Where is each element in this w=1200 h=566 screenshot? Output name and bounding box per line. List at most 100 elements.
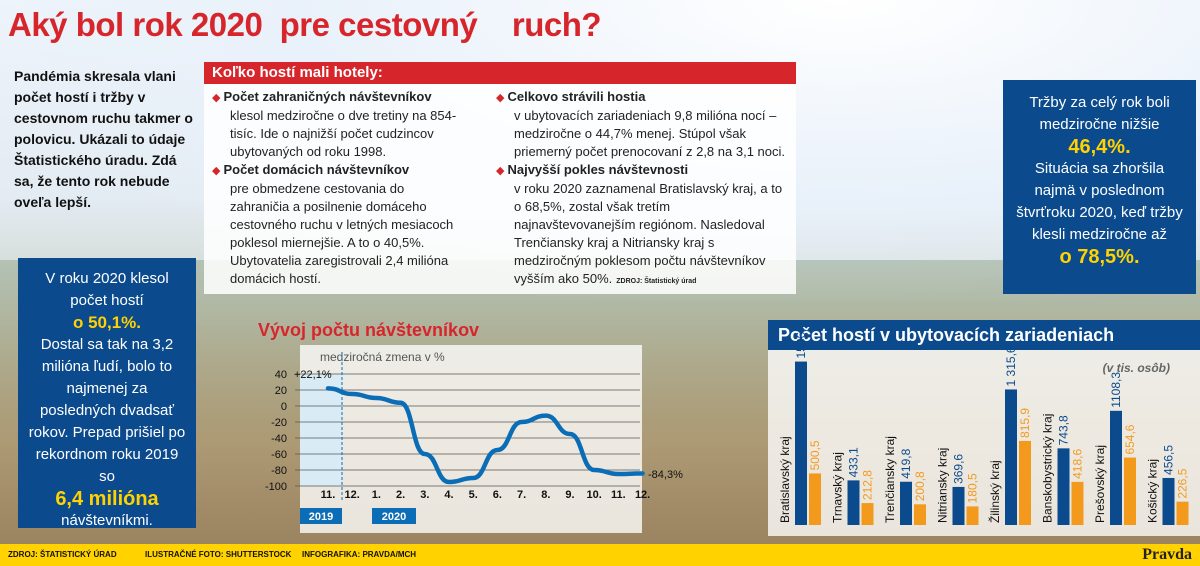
panel-heading: Koľko hostí mali hotely: (204, 62, 796, 84)
y-tick-label: 20 (275, 385, 287, 397)
x-tick-label: 9. (565, 489, 574, 501)
y-tick-label: -60 (271, 449, 287, 461)
category-label: Žilinský kraj (987, 460, 1002, 523)
bar (914, 504, 926, 525)
bar-value-label: 1108,3 (1109, 372, 1123, 408)
line-series (325, 386, 645, 485)
panel-item: ◆ Počet domácich návštevníkov (212, 161, 462, 180)
left-box-text2: Dostal sa tak na 3,2 milióna ľudí, bolo … (28, 336, 186, 485)
bar-value-label: 369,6 (952, 454, 966, 484)
bar-value-label: 433,1 (847, 447, 861, 477)
year-2019-badge (300, 508, 342, 524)
bar-value-label: 654,6 (1123, 424, 1137, 454)
intro-text: Pandémia skresala vlani počet hostí i tr… (14, 68, 193, 210)
footer-source: ZDROJ: ŠTATISTICKÝ ÚRAD (8, 550, 117, 559)
bar-value-label: 200,8 (913, 471, 927, 501)
panel-item-bold: Počet domácich návštevníkov (223, 162, 410, 177)
panel-item: ◆ Počet zahraničných návštevníkov (212, 88, 462, 107)
right-info-box: Tržby za celý rok boli medziročne nižšie… (1003, 80, 1196, 294)
panel-item-text-body: v roku 2020 zaznamenal Bratislavský kraj… (514, 181, 783, 286)
year-2019-label: 2019 (309, 511, 333, 523)
bar (1071, 481, 1084, 525)
left-box-text1: V roku 2020 klesol počet hostí (45, 270, 169, 309)
bar (1124, 457, 1136, 525)
bar (1005, 389, 1017, 525)
category-label: Trnavský kraj (831, 452, 845, 523)
x-tick-label: 10. (587, 489, 602, 501)
start-annotation: +22,1% (294, 369, 332, 381)
line-chart-title: Vývoj počtu návštevníkov (258, 320, 480, 340)
panel-item-text: klesol medziročne o dve tretiny na 854-t… (230, 108, 457, 159)
right-box-text1: Tržby za celý rok boli medziročne nižšie (1029, 94, 1170, 133)
panel-item-text: v roku 2020 zaznamenal Bratislavský kraj… (496, 180, 791, 291)
bar (900, 481, 912, 525)
panel-item: ◆ Najvyšší pokles návštevnosti (496, 161, 791, 180)
bar (847, 480, 860, 525)
category-label: Nitriansky kraj (936, 448, 950, 523)
panel-item-bold: Počet zahraničných návštevníkov (223, 89, 432, 104)
bar-chart-title: Počet hostí v ubytovacích zariadeniach (768, 320, 1200, 350)
panel-column-left: ◆ Počet zahraničných návštevníkov klesol … (212, 88, 462, 288)
category-label: Trenčiansky kraj (883, 436, 897, 523)
x-tick-label: 12. (345, 489, 360, 501)
panel-item-text: pre obmedzene cestovania do zahraničia a… (230, 181, 454, 286)
bar (966, 506, 979, 525)
year-2019-highlight (300, 374, 342, 486)
bar-value-label: 226,5 (1176, 468, 1190, 498)
bar-value-label: 212,8 (861, 470, 875, 500)
x-tick-label: 7. (517, 489, 526, 501)
category-label: Banskobystrický kraj (1041, 414, 1055, 523)
x-tick-label: 11. (611, 489, 626, 501)
left-box-value2: 6,4 milióna (55, 488, 159, 510)
bar-value-label: 180,5 (966, 473, 980, 503)
footer: ZDROJ: ŠTATISTICKÝ ÚRAD ILUSTRAČNÉ FOTO:… (0, 544, 1200, 566)
panel-item-bold: Najvyšší pokles návštevnosti (507, 162, 689, 177)
y-tick-label: -40 (271, 433, 287, 445)
x-tick-label: 6. (493, 489, 502, 501)
footer-photo: ILUSTRAČNÉ FOTO: SHUTTERSTOCK (145, 550, 292, 559)
end-annotation: -84,3% (648, 469, 683, 481)
bar-value-label: 1586,4 (794, 322, 808, 359)
bar (809, 473, 821, 525)
category-label: Bratislavský kraj (778, 436, 792, 523)
page-title: Aký bol rok 2020 pre cestovný ruch? (8, 6, 602, 43)
bullet-icon: ◆ (496, 165, 505, 177)
right-box-value2: o 78,5%. (1059, 246, 1140, 268)
y-tick-label: -80 (271, 465, 287, 477)
bar-value-label: 418,6 (1071, 449, 1085, 479)
x-tick-label: 12. (635, 489, 650, 501)
bullet-icon: ◆ (212, 92, 221, 104)
panel-item: ◆ Celkovo strávili hostia (496, 88, 791, 107)
bar-value-label: 1 315,6 (1004, 346, 1018, 386)
bar-value-label: 815,9 (1018, 408, 1032, 438)
y-tick-label: -100 (265, 481, 287, 493)
bar (1162, 477, 1175, 525)
panel-item-text: v ubytovacích zariadeniach 9,8 milióna n… (514, 108, 785, 159)
right-box-text2: Situácia sa zhoršila najmä v poslednom š… (1016, 160, 1183, 243)
bar (952, 486, 965, 525)
x-tick-label: 3. (420, 489, 429, 501)
bar (1176, 501, 1189, 525)
bar (861, 503, 874, 525)
line-chart-ylabel: medziročná zmena v % (320, 350, 445, 364)
bar-value-label: 456,5 (1162, 445, 1176, 475)
left-info-box: V roku 2020 klesol počet hostí o 50,1%. … (18, 258, 196, 529)
left-box-text3: návštevníkmi. (61, 512, 153, 529)
x-tick-label: 8. (541, 489, 550, 501)
panel-column-right: ◆ Celkovo strávili hostia v ubytovacích z… (496, 88, 791, 291)
y-tick-label: 40 (275, 369, 287, 381)
category-label: Košický kraj (1146, 459, 1160, 523)
bar-chart-unit: (v tis. osôb) (1103, 361, 1170, 375)
bar-value-label: 419,8 (899, 448, 913, 478)
x-tick-label: 5. (469, 489, 478, 501)
panel-item-bold: Celkovo strávili hostia (507, 89, 646, 104)
hotels-panel (204, 62, 796, 294)
year-2020-label: 2020 (382, 511, 406, 523)
y-tick-label: -20 (271, 417, 287, 429)
left-box-value1: o 50,1%. (72, 313, 142, 332)
bar (1057, 448, 1070, 525)
x-tick-label: 2. (396, 489, 405, 501)
bullet-icon: ◆ (496, 92, 505, 104)
x-tick-label: 1. (372, 489, 381, 501)
